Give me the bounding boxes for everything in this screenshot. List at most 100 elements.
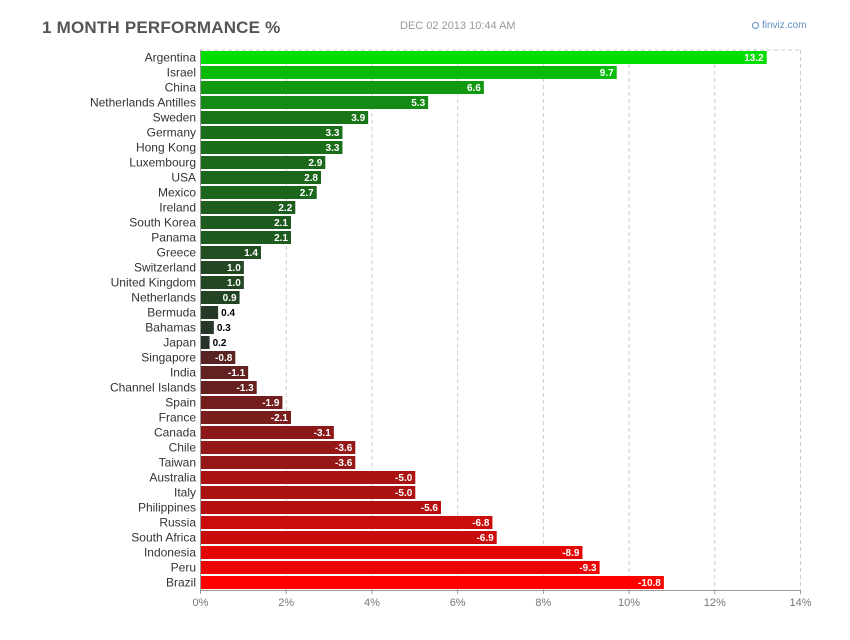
bar[interactable] <box>201 186 317 199</box>
value-label: -1.3 <box>236 383 254 394</box>
bar[interactable] <box>201 171 321 184</box>
category-label: France <box>159 411 197 425</box>
category-label: Sweden <box>153 111 196 125</box>
x-tick-label: 2% <box>278 597 294 609</box>
value-label: 3.3 <box>326 143 340 154</box>
value-label: 1.0 <box>227 263 241 274</box>
value-label: 2.7 <box>300 188 314 199</box>
bar[interactable] <box>201 546 583 559</box>
bar[interactable] <box>201 291 240 304</box>
category-label: Philippines <box>138 501 196 515</box>
category-label: China <box>165 81 197 95</box>
category-label: Panama <box>151 231 196 245</box>
category-label: Australia <box>149 471 196 485</box>
category-label: Germany <box>147 126 196 140</box>
category-label: Taiwan <box>159 456 196 470</box>
bar[interactable] <box>201 276 244 289</box>
value-label: 13.2 <box>744 53 764 64</box>
bar[interactable] <box>201 441 356 454</box>
category-label: Mexico <box>158 186 196 200</box>
value-label: 0.9 <box>223 293 237 304</box>
bar[interactable] <box>201 456 356 469</box>
bar[interactable] <box>201 111 369 124</box>
value-label: 2.9 <box>308 158 322 169</box>
category-label: Luxembourg <box>129 156 196 170</box>
bar[interactable] <box>201 231 291 244</box>
bar[interactable] <box>201 576 664 589</box>
bar[interactable] <box>201 471 416 484</box>
bar[interactable] <box>201 501 441 514</box>
bar[interactable] <box>201 531 497 544</box>
bar[interactable] <box>201 126 343 139</box>
bar[interactable] <box>201 261 244 274</box>
bar[interactable] <box>201 306 219 319</box>
category-label: Russia <box>159 516 196 530</box>
value-label: 2.1 <box>274 233 288 244</box>
x-tick-label: 4% <box>364 597 380 609</box>
value-label: 0.4 <box>221 308 235 319</box>
bar[interactable] <box>201 216 291 229</box>
bar[interactable] <box>201 321 214 334</box>
category-label: South Africa <box>131 531 196 545</box>
value-label: 1.0 <box>227 278 241 289</box>
bar[interactable] <box>201 426 334 439</box>
bar[interactable] <box>201 66 617 79</box>
x-tick-label: 0% <box>193 597 209 609</box>
bar[interactable] <box>201 96 429 109</box>
category-label: Bermuda <box>147 306 196 320</box>
value-label: -5.0 <box>395 473 413 484</box>
category-label: Channel Islands <box>110 381 196 395</box>
bar[interactable] <box>201 156 326 169</box>
category-label: United Kingdom <box>111 276 196 290</box>
category-label: Peru <box>171 561 196 575</box>
category-label: Spain <box>165 396 196 410</box>
category-label: Bahamas <box>145 321 196 335</box>
brand-link[interactable]: finviz.com <box>752 20 806 31</box>
value-label: 0.3 <box>217 323 231 334</box>
bar[interactable] <box>201 246 261 259</box>
timestamp: DEC 02 2013 10:44 AM <box>400 20 516 32</box>
x-tick-label: 14% <box>789 597 811 609</box>
bar[interactable] <box>201 366 249 379</box>
value-label: 2.1 <box>274 218 288 229</box>
category-label: Canada <box>154 426 196 440</box>
value-label: -3.6 <box>335 443 353 454</box>
value-label: -6.9 <box>476 533 494 544</box>
value-label: -2.1 <box>271 413 289 424</box>
bar[interactable] <box>201 381 257 394</box>
bar[interactable] <box>201 516 493 529</box>
value-label: 3.9 <box>351 113 365 124</box>
bar[interactable] <box>201 81 484 94</box>
category-label: Brazil <box>166 576 196 590</box>
value-label: -5.6 <box>421 503 439 514</box>
category-label: Netherlands <box>131 291 196 305</box>
bar[interactable] <box>201 396 283 409</box>
value-label: 2.8 <box>304 173 318 184</box>
value-label: 3.3 <box>326 128 340 139</box>
bar[interactable] <box>201 336 210 349</box>
value-label: -3.6 <box>335 458 353 469</box>
bar[interactable] <box>201 201 296 214</box>
bar[interactable] <box>201 141 343 154</box>
bar[interactable] <box>201 561 600 574</box>
bar[interactable] <box>201 51 767 64</box>
value-label: -6.8 <box>472 518 490 529</box>
bar[interactable] <box>201 351 236 364</box>
category-label: India <box>170 366 196 380</box>
category-label: South Korea <box>129 216 196 230</box>
finviz-logo-icon <box>752 22 759 29</box>
chart-title: 1 MONTH PERFORMANCE % <box>42 18 281 37</box>
value-label: 0.2 <box>213 338 227 349</box>
category-label: Switzerland <box>134 261 196 275</box>
value-label: -3.1 <box>314 428 332 439</box>
bar[interactable] <box>201 411 291 424</box>
value-label: 2.2 <box>278 203 292 214</box>
bar[interactable] <box>201 486 416 499</box>
x-axis: 0% 2% 4% 6% 8% 10% 12% 14% <box>193 50 812 609</box>
brand-label: finviz.com <box>762 20 807 31</box>
x-tick-label: 8% <box>535 597 551 609</box>
category-label: Ireland <box>159 201 196 215</box>
category-label: Hong Kong <box>136 141 196 155</box>
